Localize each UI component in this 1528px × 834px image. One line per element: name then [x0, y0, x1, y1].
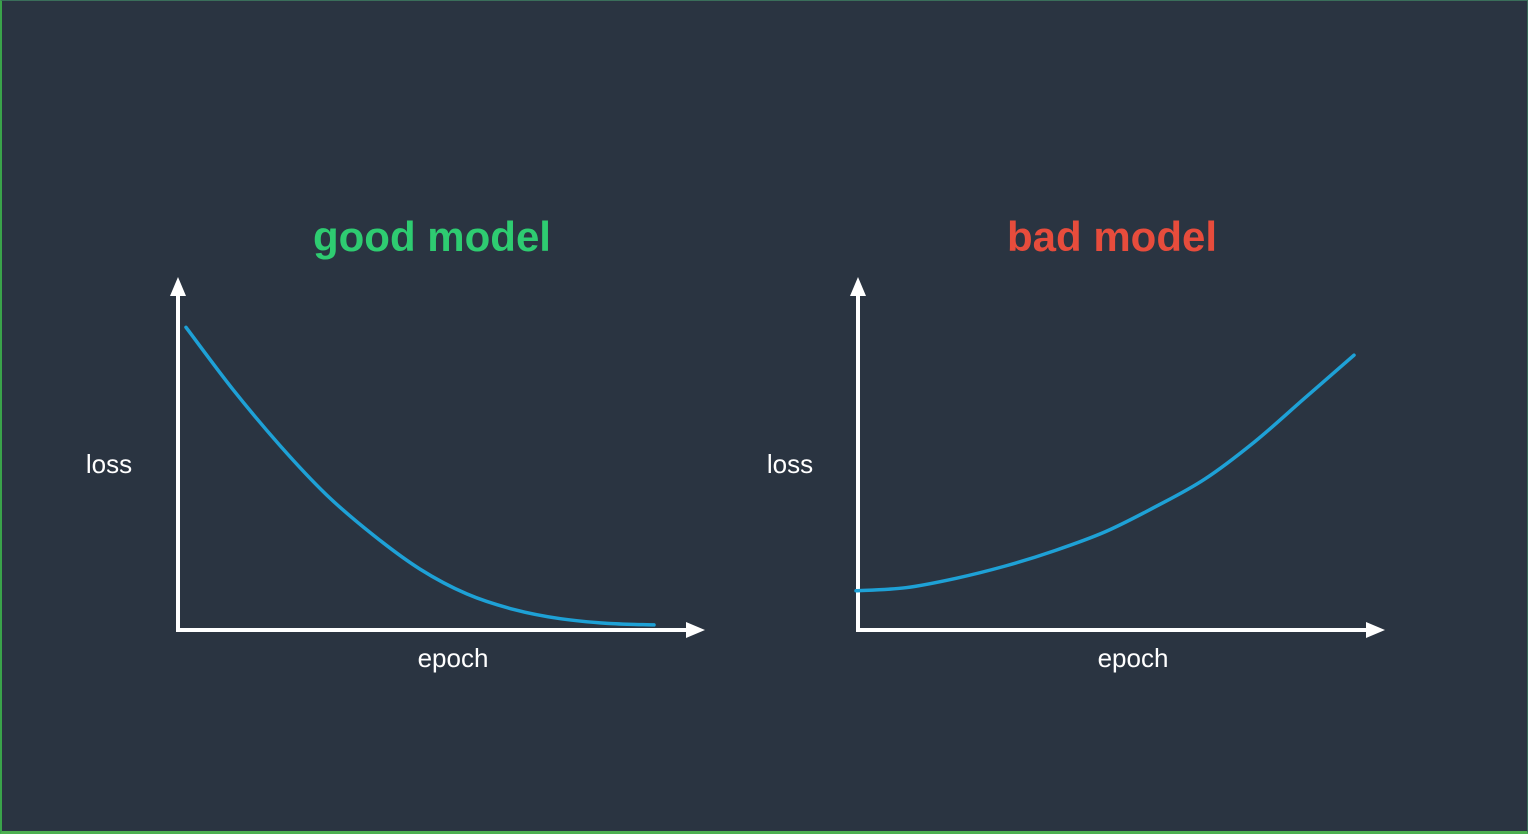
good-model-chart: good model loss epoch — [86, 213, 705, 673]
y-axis-arrow — [850, 277, 866, 296]
y-axis-label: loss — [767, 449, 813, 479]
x-axis-label: epoch — [1098, 643, 1169, 673]
bad-model-chart: bad model loss epoch — [767, 213, 1385, 673]
y-axis-label: loss — [86, 449, 132, 479]
good-model-title: good model — [313, 213, 551, 260]
x-axis-label: epoch — [418, 643, 489, 673]
loss-curve-decreasing — [184, 325, 656, 627]
bad-model-title: bad model — [1007, 213, 1217, 260]
x-axis-arrow — [1366, 622, 1385, 638]
x-axis-arrow — [686, 622, 705, 638]
loss-curve-increasing — [854, 353, 1356, 593]
y-axis-arrow — [170, 277, 186, 296]
